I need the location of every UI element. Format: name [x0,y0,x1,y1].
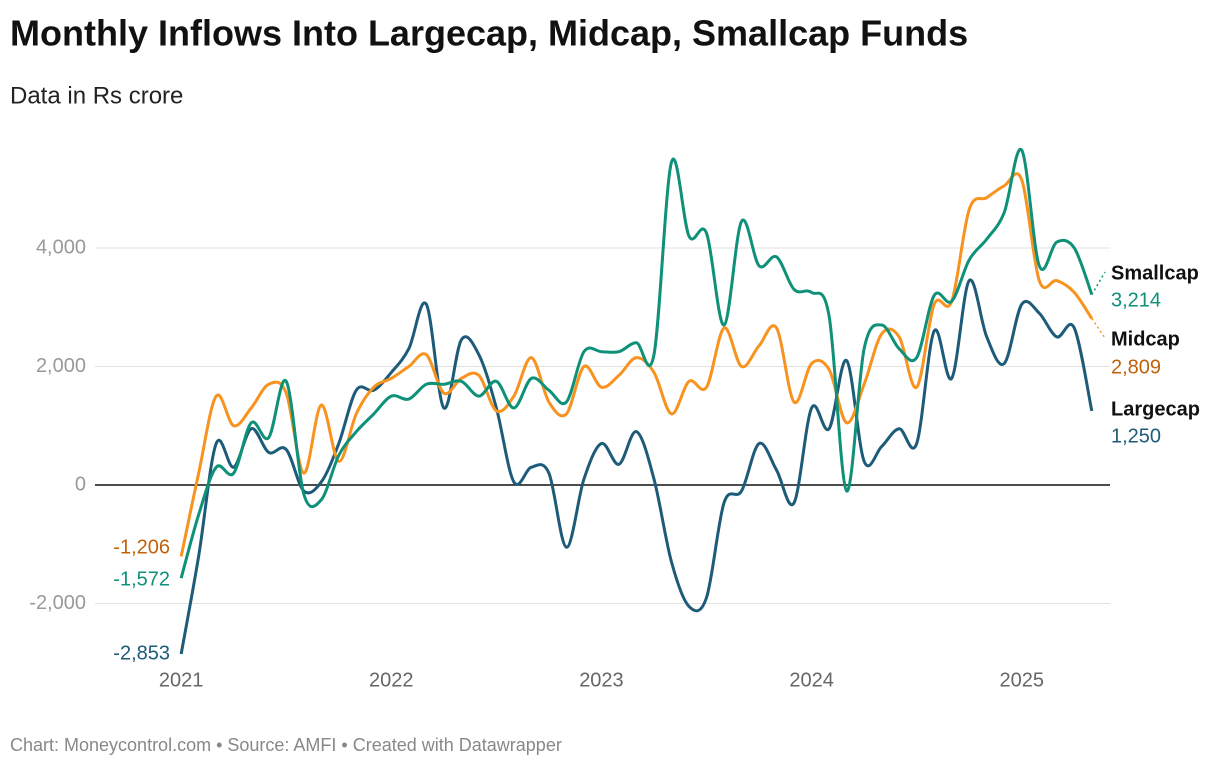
chart-subtitle: Data in Rs crore [10,82,183,109]
end-value-label: 3,214 [1111,289,1161,311]
x-tick-label: 2023 [579,669,624,691]
end-value-label: 1,250 [1111,425,1161,447]
chart-title: Monthly Inflows Into Largecap, Midcap, S… [10,13,968,54]
x-tick-label: 2025 [999,669,1044,691]
legend-label: Smallcap [1111,262,1199,284]
x-tick-label: 2022 [369,669,414,691]
x-tick-label: 2021 [159,669,204,691]
y-tick-label: 2,000 [36,355,86,377]
start-value-label: -1,572 [113,568,170,590]
start-value-label: -1,206 [113,537,170,559]
series-line [179,172,1094,557]
series-line [179,147,1094,579]
start-value-label: -2,853 [113,642,170,664]
source-note: Chart: Moneycontrol.com • Source: AMFI •… [10,735,562,755]
label-leader [1091,318,1106,339]
y-tick-label: 0 [75,473,86,495]
y-tick-label: 4,000 [36,236,86,258]
x-tick-label: 2024 [789,669,834,691]
end-value-label: 2,809 [1111,356,1161,378]
y-tick-label: -2,000 [29,592,86,614]
legend-label: Midcap [1111,328,1180,350]
label-leader [1091,271,1106,295]
legend-label: Largecap [1111,398,1200,420]
series-line [179,278,1094,655]
